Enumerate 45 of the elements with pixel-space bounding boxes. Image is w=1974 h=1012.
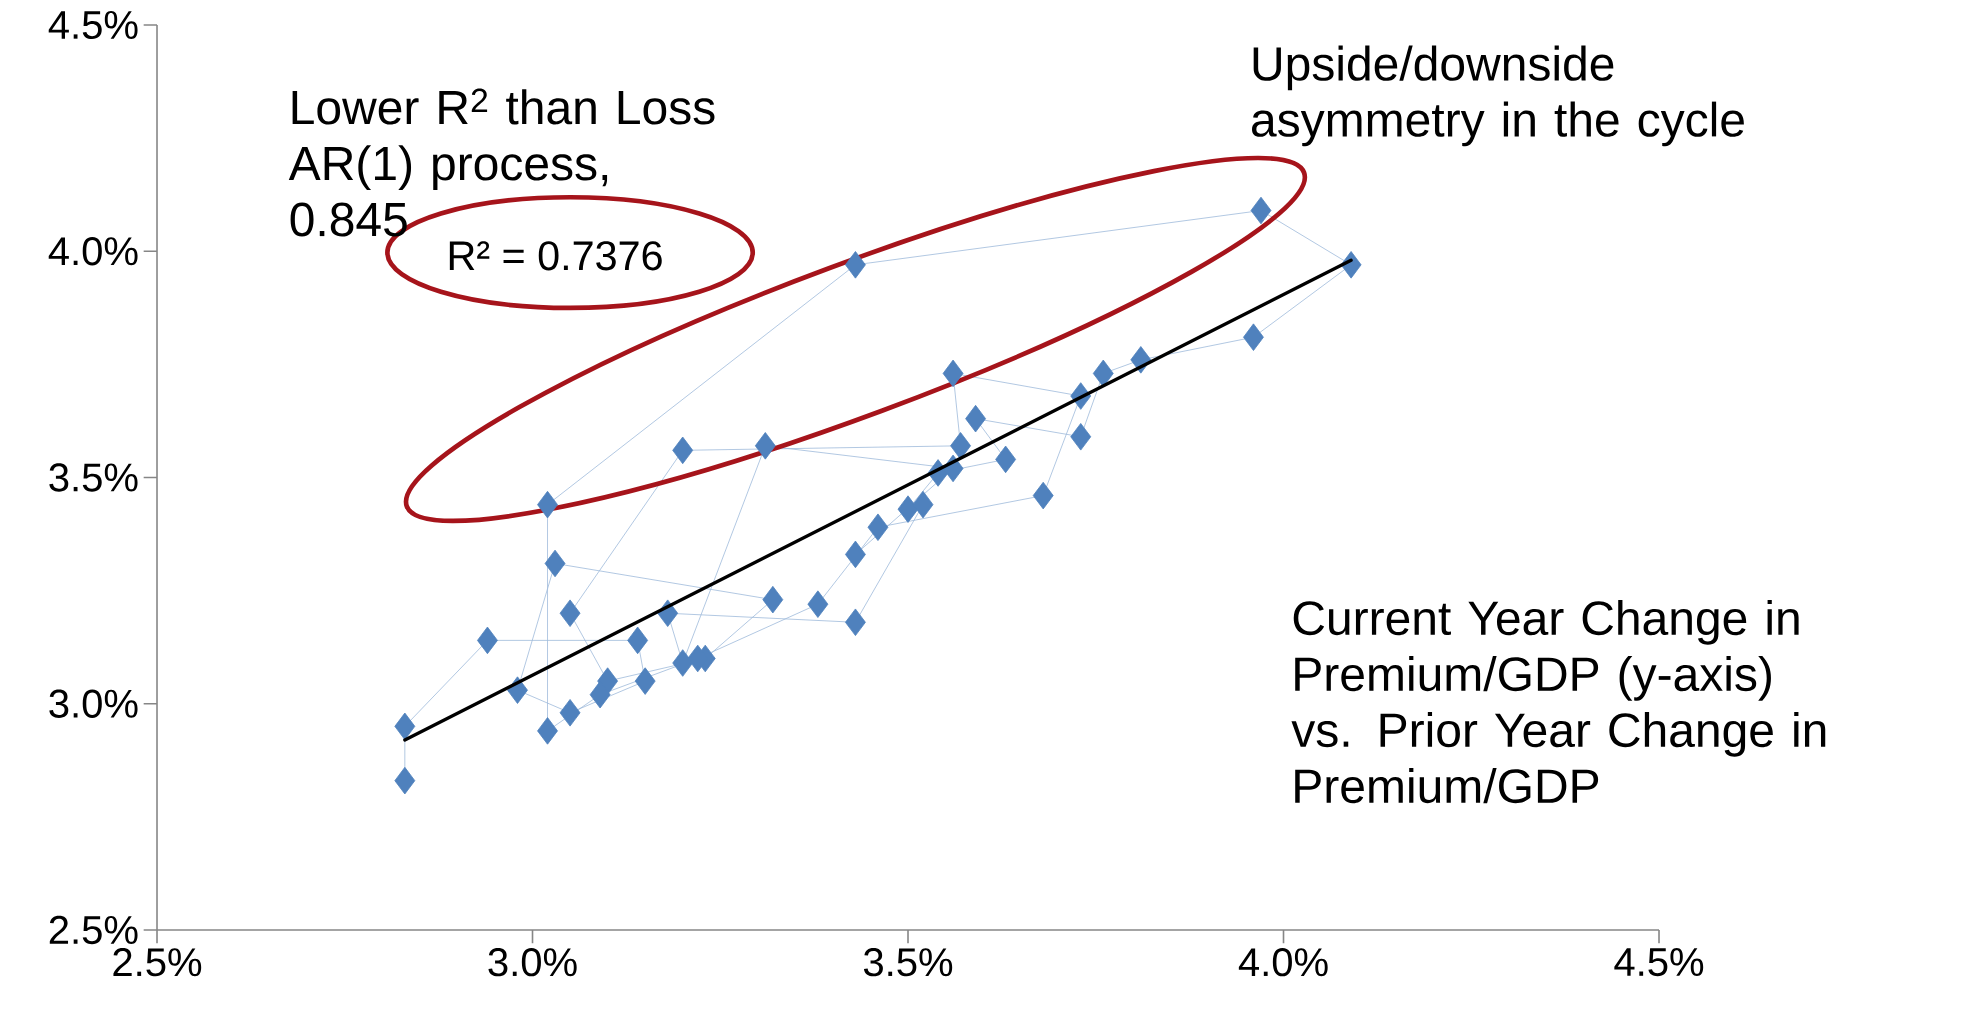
y-tick-label: 4.0% <box>48 237 138 266</box>
point <box>589 680 611 709</box>
point <box>559 599 581 627</box>
point <box>1070 423 1092 451</box>
point <box>1092 359 1114 388</box>
x-tick-label: 4.5% <box>1614 948 1704 977</box>
point <box>995 445 1017 474</box>
point <box>807 590 829 618</box>
x-tick-label: 3.5% <box>863 948 953 977</box>
y-tick-label: 3.0% <box>49 689 138 718</box>
point <box>762 585 784 614</box>
point <box>537 717 558 745</box>
point <box>672 436 694 465</box>
point <box>394 766 416 795</box>
point <box>537 490 558 519</box>
x-tick-label: 4.0% <box>1238 948 1328 977</box>
annotation: Upside/downside asymmetry in the cycle <box>1252 45 1744 147</box>
point <box>544 549 566 578</box>
point <box>845 251 866 279</box>
point <box>950 432 971 460</box>
point <box>965 404 986 433</box>
x-tick-label: 2.5% <box>113 948 202 977</box>
point <box>1032 481 1054 510</box>
point <box>477 626 498 655</box>
y-tick-label: 2.5% <box>49 915 138 945</box>
point <box>845 540 866 569</box>
point <box>912 490 934 519</box>
point <box>672 649 694 677</box>
y-tick-label: 4.5% <box>48 10 138 40</box>
point <box>1250 196 1272 225</box>
point <box>627 626 649 655</box>
y-tick-label: 3.5% <box>49 463 138 492</box>
point <box>559 699 581 727</box>
point <box>942 359 964 388</box>
point <box>1243 323 1264 351</box>
point <box>754 432 776 460</box>
point <box>867 513 889 541</box>
annotation: Lower R$^{2}$ than Loss AR(1) process, 0.845 <box>288 88 715 237</box>
point <box>897 495 919 523</box>
annotation: Current Year Change in Premium/GDP (y-axis) vs. Prior Year Change in Premium/GDP <box>1291 599 1826 804</box>
x-tick-label: 3.0% <box>488 948 577 977</box>
point <box>394 712 416 741</box>
annotation: R² = 0.7376 <box>449 241 662 271</box>
point <box>845 608 866 637</box>
point <box>634 667 656 695</box>
